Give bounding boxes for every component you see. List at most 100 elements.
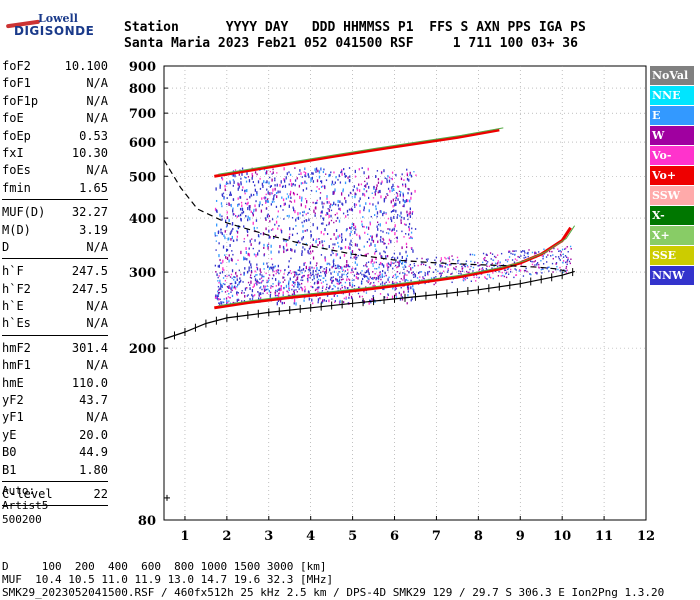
echo-point [405,261,407,264]
echo-point [385,212,387,214]
echo-point [375,250,378,253]
echo-point [345,199,347,204]
param-key: foEs [2,163,31,178]
echo-point [348,167,351,169]
echo-point [396,230,398,232]
x-mode-trace [218,127,504,175]
echo-point [279,205,282,208]
echo-point [268,215,271,218]
echo-point [332,193,334,195]
echo-point [225,182,228,185]
echo-point [339,200,341,204]
echo-point [499,261,501,263]
echo-point [408,225,410,229]
echo-point [240,250,242,255]
echo-point [233,279,235,281]
echo-point [244,287,247,291]
echo-point [387,242,390,245]
echo-point [380,255,382,258]
legend-entry: Vo+ [650,166,694,185]
echo-point [254,278,257,282]
echo-point [224,184,226,188]
echo-point [488,265,491,268]
echo-point [277,271,279,273]
echo-point [295,272,297,275]
echo-point [214,232,216,236]
x-tick-label: 11 [595,529,613,544]
echo-point [273,195,275,198]
echo-point [270,185,272,187]
echo-point [468,271,471,274]
echo-point [224,283,226,286]
echo-point [387,217,390,220]
echo-point [284,279,286,281]
echo-point [388,263,390,266]
echo-point [351,223,353,226]
echo-point [542,263,545,265]
echo-point [330,209,333,212]
echo-point [287,283,290,285]
echo-point [391,229,393,231]
echo-point [396,193,399,195]
echo-point [279,288,281,292]
echo-point [406,285,409,289]
echo-point [403,217,405,220]
echo-point [366,240,369,243]
param-row: B1 1.80 [0,462,112,479]
param-value: 43.7 [79,393,108,408]
echo-point [321,240,323,244]
echo-point [446,271,449,273]
echo-point [230,287,232,291]
echo-point [335,220,337,222]
echo-point [277,300,280,303]
echo-point [255,200,257,203]
echo-point [215,240,217,242]
echo-point [547,266,549,269]
echo-point [252,295,254,298]
echo-point [247,218,249,222]
echo-point [393,209,395,212]
echo-point [527,253,529,255]
echo-point [254,239,256,242]
echo-point [330,253,332,257]
echo-point [241,292,243,294]
echo-point [249,239,251,243]
echo-point [291,293,294,296]
echo-point [550,255,552,257]
echo-point [482,261,484,264]
echo-point [237,298,239,301]
param-value: 247.5 [71,264,108,279]
echo-point [231,277,233,280]
echo-point [379,252,381,255]
echo-point [349,191,352,194]
echo-point [224,230,226,233]
y-tick-label: 800 [129,82,156,97]
echo-point [395,192,398,194]
echo-point [297,240,300,243]
legend-entry: E [650,106,694,125]
param-row: foF2 10.100 [0,58,112,75]
echo-point [246,230,249,233]
echo-point [259,268,261,272]
echo-point [329,205,331,209]
echo-point [327,212,329,216]
echo-point [368,278,370,280]
echo-point [330,203,332,205]
echo-point [372,265,374,267]
echo-point [375,207,377,211]
x-tick-label: 1 [180,529,189,544]
echo-point [397,261,399,263]
echo-point [377,191,379,194]
echo-point [221,218,223,221]
echo-point [294,183,296,187]
echo-point [336,212,338,215]
echo-point [232,184,234,187]
echo-point [380,278,382,281]
echo-point [335,253,337,257]
auto-scaling-info: Auto: Artist5 500200 [2,484,48,528]
echo-point [347,246,350,250]
echo-point [259,292,262,295]
echo-point [546,267,548,269]
echo-point [226,197,228,200]
echo-point [248,269,250,272]
